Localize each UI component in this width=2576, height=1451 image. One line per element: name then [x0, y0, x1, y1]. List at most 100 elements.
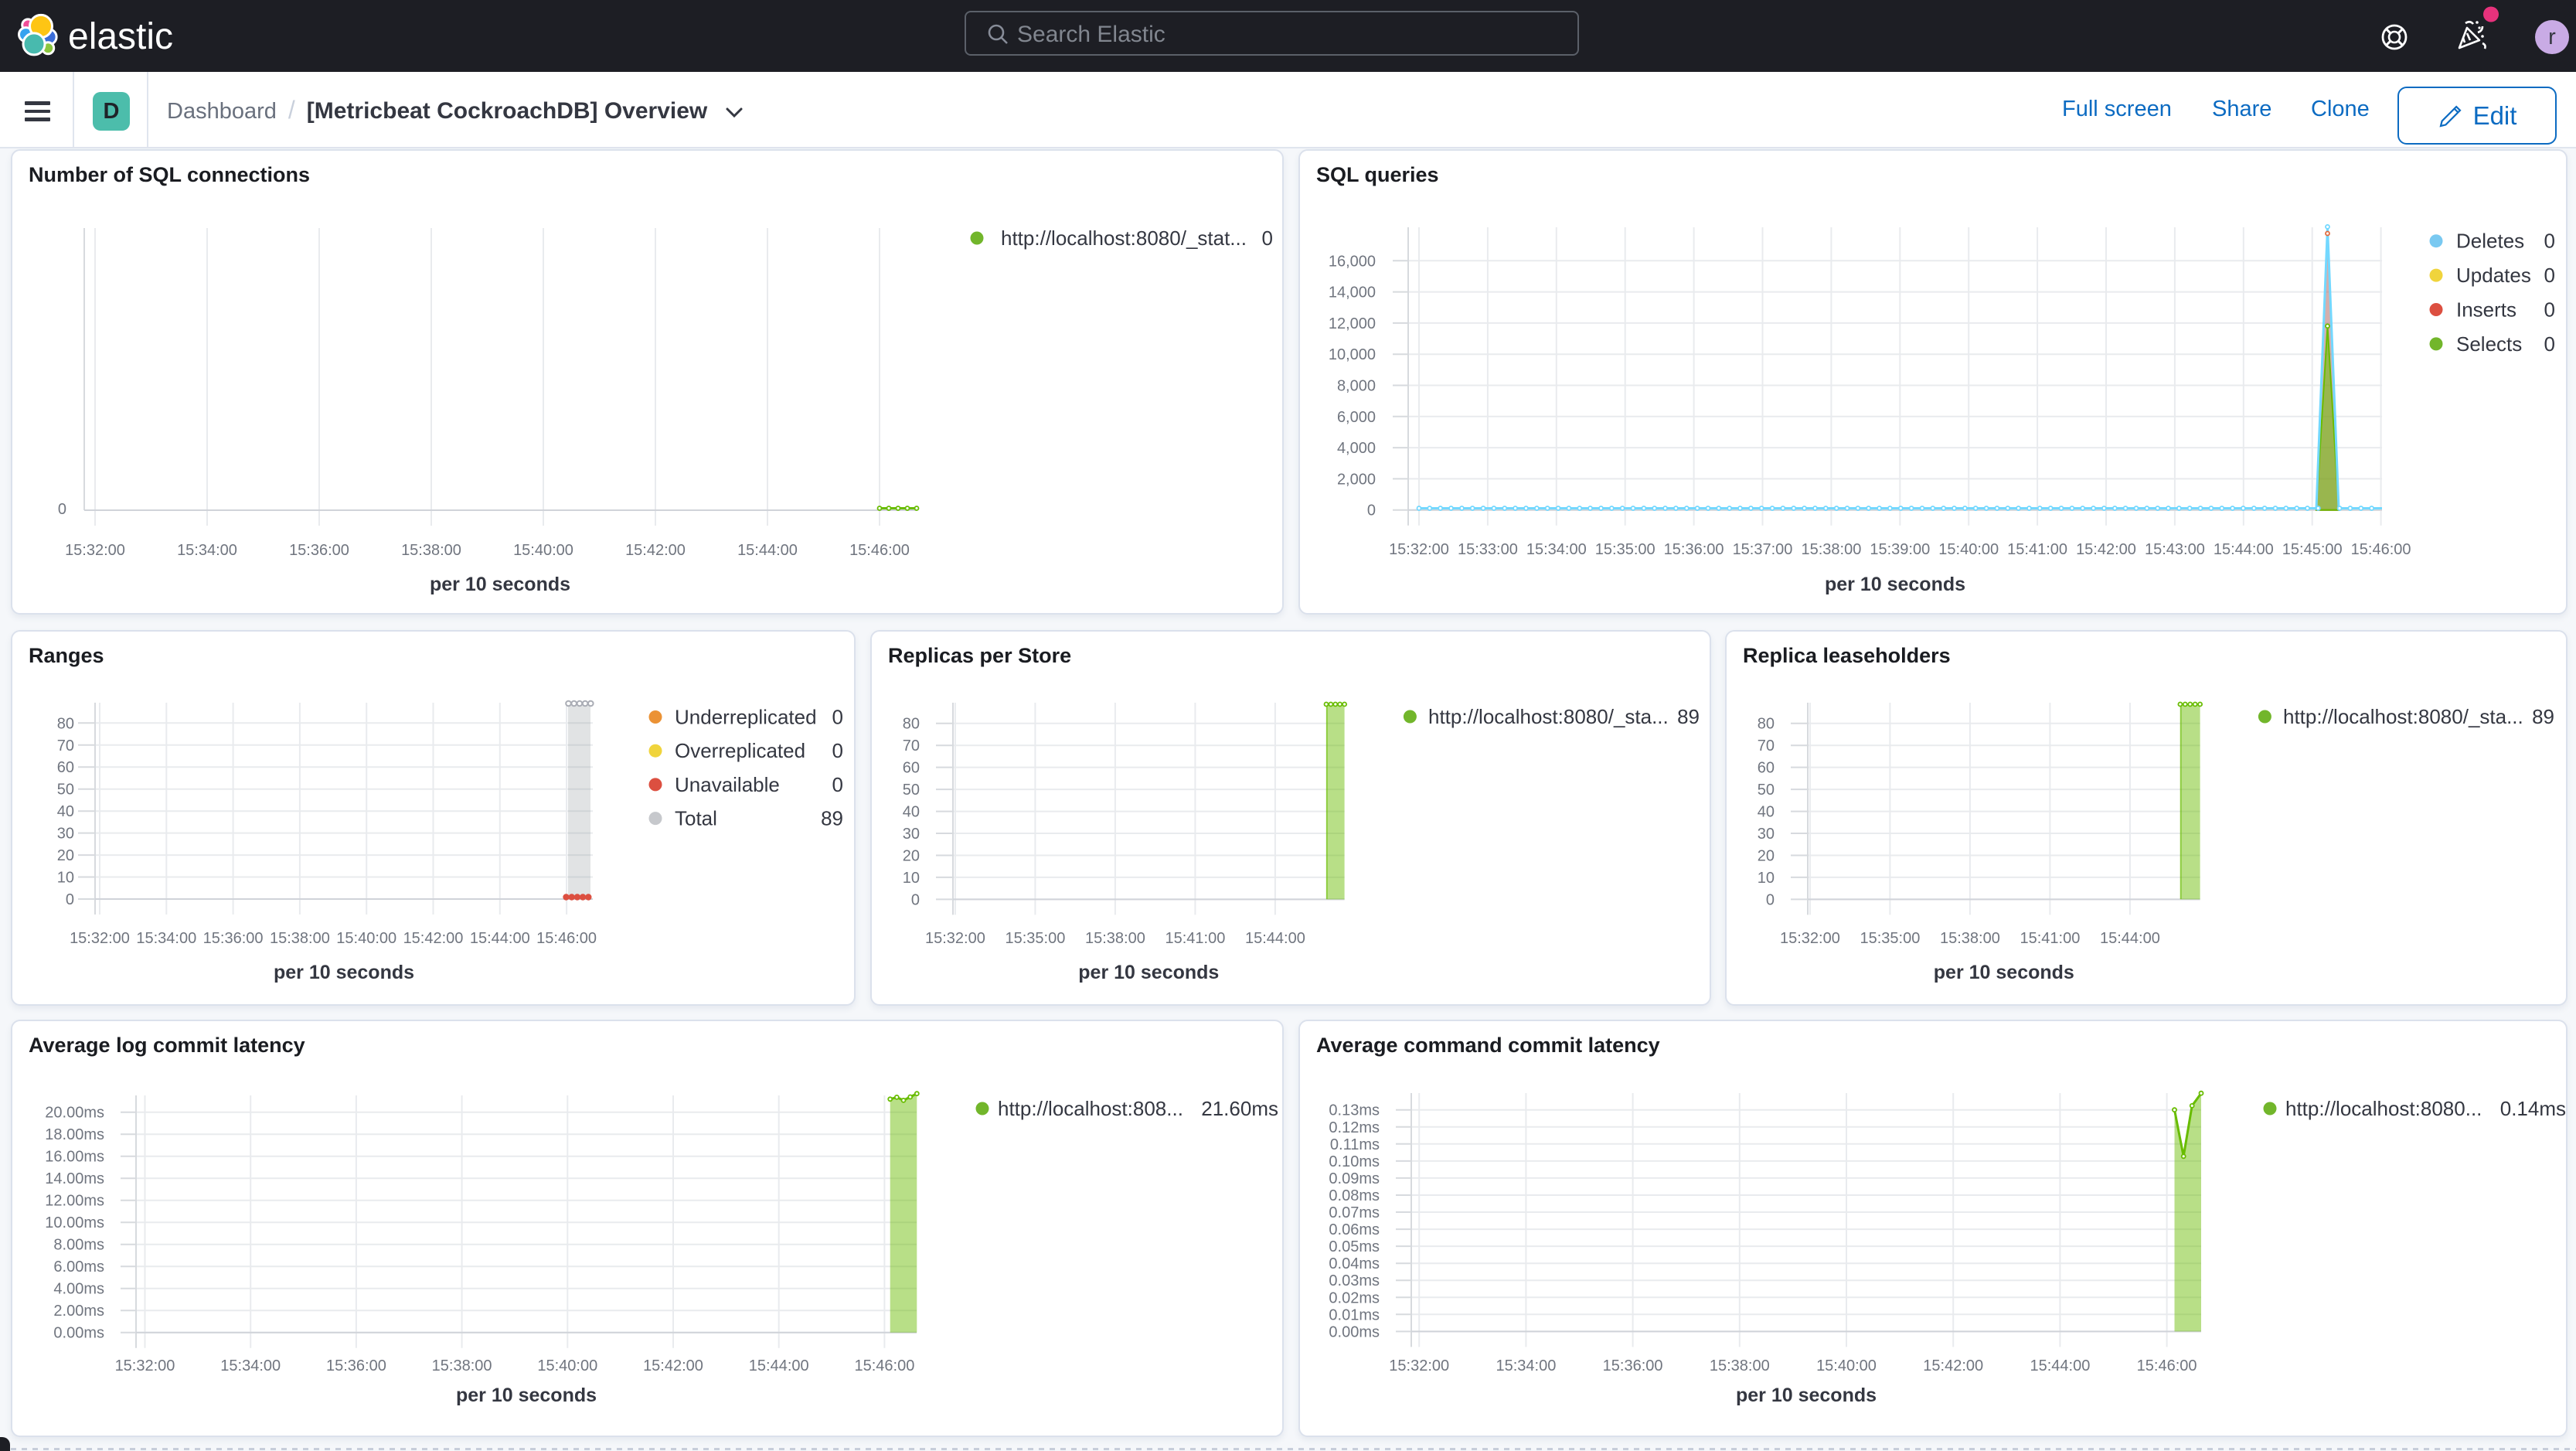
- svg-text:Selects: Selects: [2456, 332, 2522, 356]
- svg-text:18.00ms: 18.00ms: [45, 1126, 104, 1143]
- svg-text:15:32:00: 15:32:00: [115, 1357, 175, 1374]
- svg-text:15:38:00: 15:38:00: [1710, 1357, 1770, 1374]
- svg-text:0: 0: [2544, 332, 2555, 356]
- svg-text:0.03ms: 0.03ms: [1329, 1272, 1380, 1289]
- svg-text:0.05ms: 0.05ms: [1329, 1238, 1380, 1255]
- svg-text:15:38:00: 15:38:00: [1940, 930, 2000, 947]
- svg-text:0.08ms: 0.08ms: [1329, 1187, 1380, 1204]
- svg-text:15:39:00: 15:39:00: [1870, 541, 1930, 558]
- svg-text:0.04ms: 0.04ms: [1329, 1255, 1380, 1272]
- svg-text:15:38:00: 15:38:00: [1801, 541, 1861, 558]
- svg-text:http://localhost:8080/_sta...: http://localhost:8080/_sta...: [1428, 705, 1669, 728]
- svg-text:70: 70: [903, 737, 920, 754]
- svg-text:12.00ms: 12.00ms: [45, 1193, 104, 1210]
- svg-text:60: 60: [1758, 760, 1775, 777]
- svg-text:0.01ms: 0.01ms: [1329, 1306, 1380, 1323]
- svg-text:per 10 seconds: per 10 seconds: [456, 1385, 597, 1406]
- svg-text:0: 0: [832, 706, 843, 729]
- svg-text:15:34:00: 15:34:00: [1526, 541, 1587, 558]
- svg-text:50: 50: [1758, 782, 1775, 799]
- svg-text:20: 20: [57, 847, 74, 864]
- svg-text:Inserts: Inserts: [2456, 298, 2516, 322]
- svg-text:40: 40: [903, 804, 920, 821]
- svg-text:15:32:00: 15:32:00: [1780, 930, 1840, 947]
- svg-text:per 10 seconds: per 10 seconds: [274, 962, 414, 983]
- svg-text:per 10 seconds: per 10 seconds: [1078, 962, 1219, 983]
- svg-text:Deletes: Deletes: [2456, 230, 2524, 253]
- svg-text:15:38:00: 15:38:00: [1085, 930, 1145, 947]
- svg-text:15:44:00: 15:44:00: [470, 930, 530, 947]
- svg-text:15:32:00: 15:32:00: [1389, 1357, 1449, 1374]
- svg-text:15:34:00: 15:34:00: [177, 542, 237, 559]
- svg-text:0: 0: [911, 891, 920, 908]
- svg-text:http://localhost:8080/_stat...: http://localhost:8080/_stat...: [1001, 227, 1247, 250]
- svg-text:15:46:00: 15:46:00: [849, 542, 910, 559]
- svg-text:14,000: 14,000: [1329, 284, 1376, 301]
- svg-text:15:45:00: 15:45:00: [2282, 541, 2343, 558]
- svg-text:Average command commit latency: Average command commit latency: [1316, 1034, 1660, 1057]
- svg-text:89: 89: [1677, 705, 1700, 728]
- svg-text:Average log commit latency: Average log commit latency: [29, 1034, 305, 1057]
- svg-text:70: 70: [57, 737, 74, 754]
- svg-text:89: 89: [821, 807, 843, 830]
- svg-text:6,000: 6,000: [1337, 409, 1376, 426]
- svg-text:2.00ms: 2.00ms: [53, 1303, 104, 1320]
- svg-text:0: 0: [2544, 298, 2555, 322]
- svg-text:20.00ms: 20.00ms: [45, 1105, 104, 1122]
- svg-text:15:42:00: 15:42:00: [1923, 1357, 1983, 1374]
- svg-text:Replicas per Store: Replicas per Store: [888, 644, 1071, 667]
- svg-text:70: 70: [1758, 737, 1775, 754]
- svg-text:8.00ms: 8.00ms: [53, 1237, 104, 1254]
- svg-text:15:42:00: 15:42:00: [2076, 541, 2136, 558]
- svg-text:15:36:00: 15:36:00: [289, 542, 349, 559]
- svg-text:30: 30: [903, 826, 920, 843]
- svg-text:15:44:00: 15:44:00: [2030, 1357, 2090, 1374]
- svg-text:8,000: 8,000: [1337, 378, 1376, 395]
- svg-text:10: 10: [1758, 870, 1775, 887]
- svg-text:15:38:00: 15:38:00: [432, 1357, 492, 1374]
- svg-text:15:44:00: 15:44:00: [1245, 930, 1305, 947]
- svg-text:15:34:00: 15:34:00: [220, 1357, 281, 1374]
- svg-text:80: 80: [903, 716, 920, 733]
- svg-text:15:40:00: 15:40:00: [1816, 1357, 1877, 1374]
- svg-text:0: 0: [1766, 891, 1775, 908]
- svg-text:4,000: 4,000: [1337, 440, 1376, 457]
- svg-text:15:34:00: 15:34:00: [136, 930, 196, 947]
- svg-text:15:38:00: 15:38:00: [270, 930, 330, 947]
- svg-text:40: 40: [1758, 804, 1775, 821]
- svg-text:Number of SQL connections: Number of SQL connections: [29, 163, 310, 186]
- svg-text:10.00ms: 10.00ms: [45, 1214, 104, 1231]
- svg-text:Ranges: Ranges: [29, 644, 104, 667]
- svg-text:0: 0: [1367, 502, 1376, 519]
- svg-text:15:36:00: 15:36:00: [326, 1357, 386, 1374]
- svg-text:15:32:00: 15:32:00: [925, 930, 985, 947]
- svg-text:0.00ms: 0.00ms: [1329, 1323, 1380, 1340]
- svg-text:15:41:00: 15:41:00: [2007, 541, 2067, 558]
- svg-text:0: 0: [832, 773, 843, 796]
- svg-text:15:32:00: 15:32:00: [1389, 541, 1449, 558]
- svg-text:30: 30: [1758, 826, 1775, 843]
- svg-text:15:32:00: 15:32:00: [70, 930, 130, 947]
- svg-text:15:40:00: 15:40:00: [1938, 541, 1999, 558]
- svg-text:15:44:00: 15:44:00: [2100, 930, 2160, 947]
- svg-text:12,000: 12,000: [1329, 315, 1376, 332]
- svg-text:http://localhost:8080...: http://localhost:8080...: [2285, 1097, 2482, 1120]
- svg-text:15:41:00: 15:41:00: [2020, 930, 2080, 947]
- svg-text:50: 50: [903, 782, 920, 799]
- svg-text:40: 40: [57, 803, 74, 820]
- svg-text:0.12ms: 0.12ms: [1329, 1119, 1380, 1136]
- svg-text:0.11ms: 0.11ms: [1330, 1136, 1380, 1153]
- svg-text:15:41:00: 15:41:00: [1165, 930, 1225, 947]
- svg-text:15:35:00: 15:35:00: [1595, 541, 1656, 558]
- svg-text:0.09ms: 0.09ms: [1329, 1170, 1380, 1187]
- svg-text:Replica leaseholders: Replica leaseholders: [1743, 644, 1951, 667]
- svg-text:2,000: 2,000: [1337, 471, 1376, 488]
- svg-text:10: 10: [903, 870, 920, 887]
- svg-text:15:34:00: 15:34:00: [1496, 1357, 1556, 1374]
- svg-text:15:46:00: 15:46:00: [536, 930, 597, 947]
- svg-text:http://localhost:8080/_sta...: http://localhost:8080/_sta...: [2283, 705, 2523, 728]
- svg-text:15:42:00: 15:42:00: [403, 930, 464, 947]
- svg-text:30: 30: [57, 826, 74, 843]
- svg-text:0.13ms: 0.13ms: [1329, 1102, 1380, 1119]
- svg-text:89: 89: [2532, 705, 2554, 728]
